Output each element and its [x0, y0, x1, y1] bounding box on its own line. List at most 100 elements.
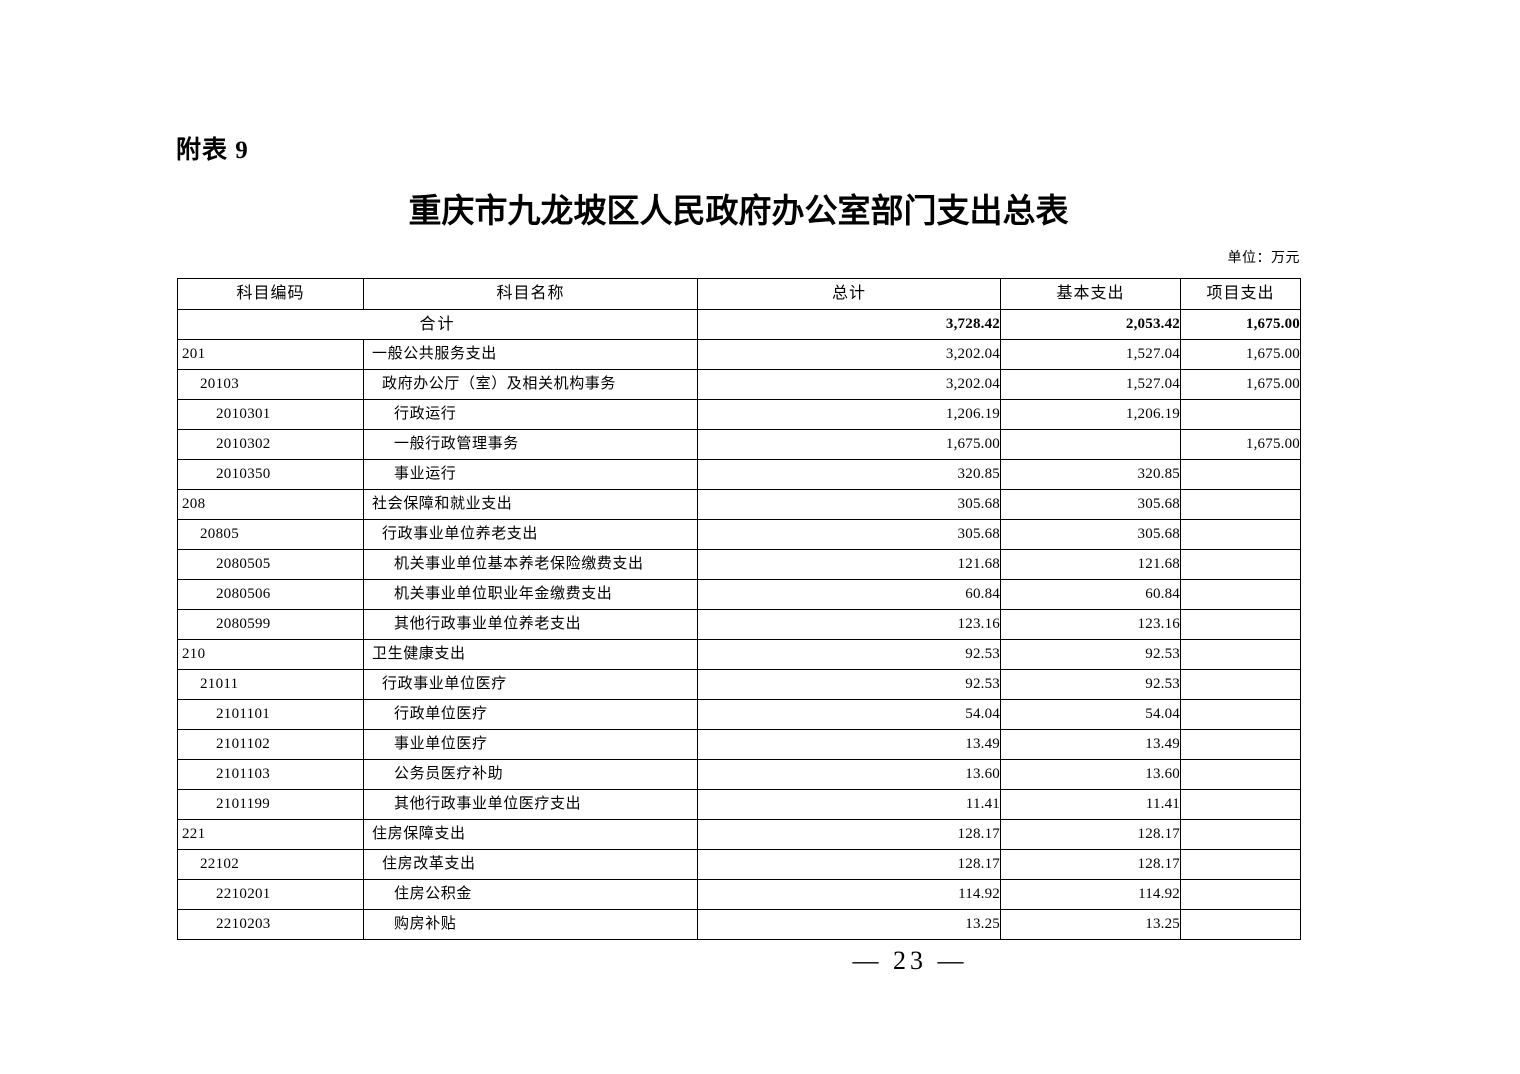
cell-basic-expense: 128.17 [1000, 849, 1181, 880]
table-row: 210 卫生健康支出 92.53 92.53 [177, 639, 1301, 670]
table-row: 20805 行政事业单位养老支出 305.68 305.68 [177, 519, 1301, 550]
cell-subject-name: 一般公共服务支出 [363, 339, 698, 370]
cell-subject-code: 2010350 [177, 459, 364, 490]
cell-total: 92.53 [697, 639, 1001, 670]
table-row: 22102 住房改革支出 128.17 128.17 [177, 849, 1301, 880]
cell-subject-code: 2010302 [177, 429, 364, 460]
cell-basic-expense: 13.25 [1000, 909, 1181, 940]
cell-subject-name: 政府办公厅（室）及相关机构事务 [363, 369, 698, 400]
cell-subject-name: 住房公积金 [363, 879, 698, 910]
cell-total: 92.53 [697, 669, 1001, 700]
cell-subject-code: 20103 [177, 369, 364, 400]
cell-project-expense: 1,675.00 [1180, 429, 1301, 460]
cell-subject-name: 购房补贴 [363, 909, 698, 940]
cell-basic-expense: 121.68 [1000, 549, 1181, 580]
cell-subject-name: 其他行政事业单位养老支出 [363, 609, 698, 640]
cell-basic-expense: 1,527.04 [1000, 369, 1181, 400]
table-row: 2101199 其他行政事业单位医疗支出 11.41 11.41 [177, 789, 1301, 820]
cell-subject-code: 2080505 [177, 549, 364, 580]
cell-project-expense [1180, 759, 1301, 790]
total-row-label: 合计 [177, 309, 698, 340]
cell-subject-code: 2101102 [177, 729, 364, 760]
table-row-total: 合计 3,728.42 2,053.42 1,675.00 [177, 309, 1301, 340]
cell-basic-expense: 92.53 [1000, 669, 1181, 700]
cell-total: 121.68 [697, 549, 1001, 580]
cell-subject-code: 2101199 [177, 789, 364, 820]
cell-total: 3,202.04 [697, 369, 1001, 400]
cell-project-expense [1180, 579, 1301, 610]
table-row: 2101103 公务员医疗补助 13.60 13.60 [177, 759, 1301, 790]
column-header-name: 科目名称 [363, 278, 698, 310]
cell-subject-code: 2080599 [177, 609, 364, 640]
cell-project-expense [1180, 519, 1301, 550]
cell-basic-expense: 92.53 [1000, 639, 1181, 670]
cell-basic-expense: 320.85 [1000, 459, 1181, 490]
cell-subject-name: 住房保障支出 [363, 819, 698, 850]
cell-subject-code: 2010301 [177, 399, 364, 430]
cell-subject-code: 2101103 [177, 759, 364, 790]
cell-total: 13.60 [697, 759, 1001, 790]
cell-total: 60.84 [697, 579, 1001, 610]
table-row: 2080599 其他行政事业单位养老支出 123.16 123.16 [177, 609, 1301, 640]
cell-project-expense [1180, 849, 1301, 880]
cell-subject-code: 2101101 [177, 699, 364, 730]
cell-total: 320.85 [697, 459, 1001, 490]
table-row: 2010301 行政运行 1,206.19 1,206.19 [177, 399, 1301, 430]
cell-project-expense [1180, 789, 1301, 820]
cell-total: 54.04 [697, 699, 1001, 730]
cell-subject-code: 21011 [177, 669, 364, 700]
cell-project-expense: 1,675.00 [1180, 339, 1301, 370]
cell-subject-name: 行政运行 [363, 399, 698, 430]
cell-total: 3,202.04 [697, 339, 1001, 370]
cell-total: 305.68 [697, 489, 1001, 520]
cell-project-expense [1180, 879, 1301, 910]
cell-project-expense [1180, 819, 1301, 850]
cell-project-expense [1180, 669, 1301, 700]
total-row-project: 1,675.00 [1180, 309, 1301, 340]
column-header-code: 科目编码 [177, 278, 364, 310]
cell-total: 128.17 [697, 819, 1001, 850]
cell-basic-expense: 1,527.04 [1000, 339, 1181, 370]
table-row: 20103 政府办公厅（室）及相关机构事务 3,202.04 1,527.04 1,67… [177, 369, 1301, 400]
cell-project-expense [1180, 609, 1301, 640]
table-row: 201 一般公共服务支出 3,202.04 1,527.04 1,675.00 [177, 339, 1301, 370]
cell-project-expense: 1,675.00 [1180, 369, 1301, 400]
table-row: 208 社会保障和就业支出 305.68 305.68 [177, 489, 1301, 520]
cell-subject-code: 2210201 [177, 879, 364, 910]
cell-project-expense [1180, 639, 1301, 670]
cell-total: 305.68 [697, 519, 1001, 550]
cell-project-expense [1180, 909, 1301, 940]
table-row: 21011 行政事业单位医疗 92.53 92.53 [177, 669, 1301, 700]
cell-basic-expense: 11.41 [1000, 789, 1181, 820]
cell-project-expense [1180, 699, 1301, 730]
table-body: 合计 3,728.42 2,053.42 1,675.00 201 一般公共服务支… [177, 309, 1301, 940]
cell-subject-code: 208 [177, 489, 364, 520]
cell-subject-name: 行政单位医疗 [363, 699, 698, 730]
page-number: — 23 — [852, 946, 968, 975]
cell-basic-expense: 54.04 [1000, 699, 1181, 730]
table-row: 2210201 住房公积金 114.92 114.92 [177, 879, 1301, 910]
cell-project-expense [1180, 489, 1301, 520]
cell-total: 11.41 [697, 789, 1001, 820]
cell-basic-expense: 305.68 [1000, 519, 1181, 550]
table-header-row: 科目编码 科目名称 总计 基本支出 项目支出 [177, 278, 1301, 310]
cell-project-expense [1180, 549, 1301, 580]
cell-subject-name: 机关事业单位职业年金缴费支出 [363, 579, 698, 610]
table-row: 2101102 事业单位医疗 13.49 13.49 [177, 729, 1301, 760]
cell-total: 13.49 [697, 729, 1001, 760]
table-row: 2210203 购房补贴 13.25 13.25 [177, 909, 1301, 940]
cell-basic-expense: 305.68 [1000, 489, 1181, 520]
unit-note: 单位：万元 [1227, 251, 1300, 266]
cell-subject-name: 行政事业单位医疗 [363, 669, 698, 700]
table-header: 科目编码 科目名称 总计 基本支出 项目支出 [177, 278, 1301, 310]
cell-subject-code: 2080506 [177, 579, 364, 610]
cell-basic-expense: 114.92 [1000, 879, 1181, 910]
cell-subject-name: 社会保障和就业支出 [363, 489, 698, 520]
cell-total: 1,675.00 [697, 429, 1001, 460]
cell-total: 13.25 [697, 909, 1001, 940]
cell-subject-name: 行政事业单位养老支出 [363, 519, 698, 550]
column-header-basic: 基本支出 [1000, 278, 1181, 310]
cell-project-expense [1180, 459, 1301, 490]
cell-project-expense [1180, 399, 1301, 430]
